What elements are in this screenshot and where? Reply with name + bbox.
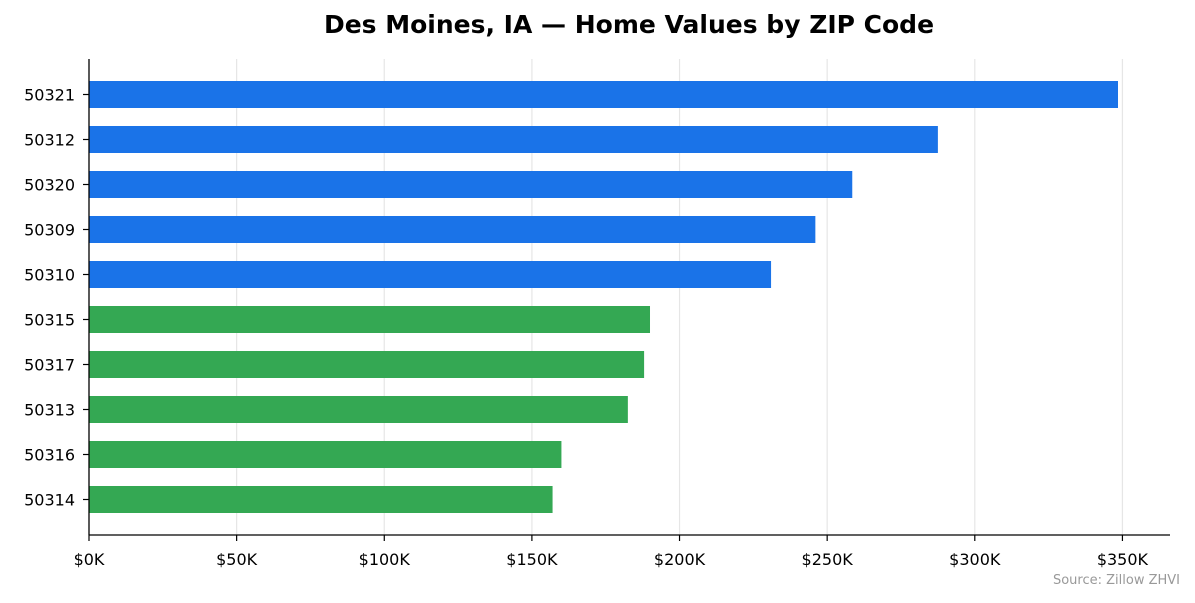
x-tick-label: $100K	[359, 550, 411, 569]
x-tick-label: $300K	[949, 550, 1001, 569]
chart-title: Des Moines, IA — Home Values by ZIP Code	[323, 10, 935, 39]
y-tick-label: 50310	[24, 266, 75, 285]
y-tick-label: 50320	[24, 176, 75, 195]
y-tick-label: 50309	[24, 221, 75, 240]
x-tick-label: $50K	[216, 550, 258, 569]
y-tick-label: 50316	[24, 446, 75, 465]
axes	[88, 59, 1170, 536]
y-tick-label: 50321	[24, 86, 75, 105]
y-tick-label: 50312	[24, 131, 75, 150]
tick-labels: $0K $50K $100K $150K $200K $250K $300K $350K 503…	[24, 86, 1148, 570]
x-tick-label: $350K	[1097, 550, 1149, 569]
bar-50314	[89, 486, 553, 513]
bar-50309	[89, 216, 816, 243]
bar-50321	[89, 81, 1118, 108]
x-tick-label: $0K	[74, 550, 105, 569]
x-tick-label: $250K	[802, 550, 854, 569]
y-tick-label: 50315	[24, 311, 75, 330]
bar-50313	[89, 396, 628, 423]
bars	[89, 81, 1118, 513]
x-tick-label: $200K	[654, 550, 706, 569]
y-tick-label: 50313	[24, 401, 75, 420]
bar-50312	[89, 126, 938, 153]
y-tick-label: 50317	[24, 356, 75, 375]
bar-50320	[89, 171, 853, 198]
bar-50316	[89, 441, 562, 468]
x-tick-label: $150K	[506, 550, 558, 569]
bar-50310	[89, 261, 772, 288]
y-tick-label: 50314	[24, 491, 75, 510]
source-note: Source: Zillow ZHVI	[1052, 573, 1180, 588]
bar-50315	[89, 306, 651, 333]
bar-50317	[89, 351, 645, 378]
